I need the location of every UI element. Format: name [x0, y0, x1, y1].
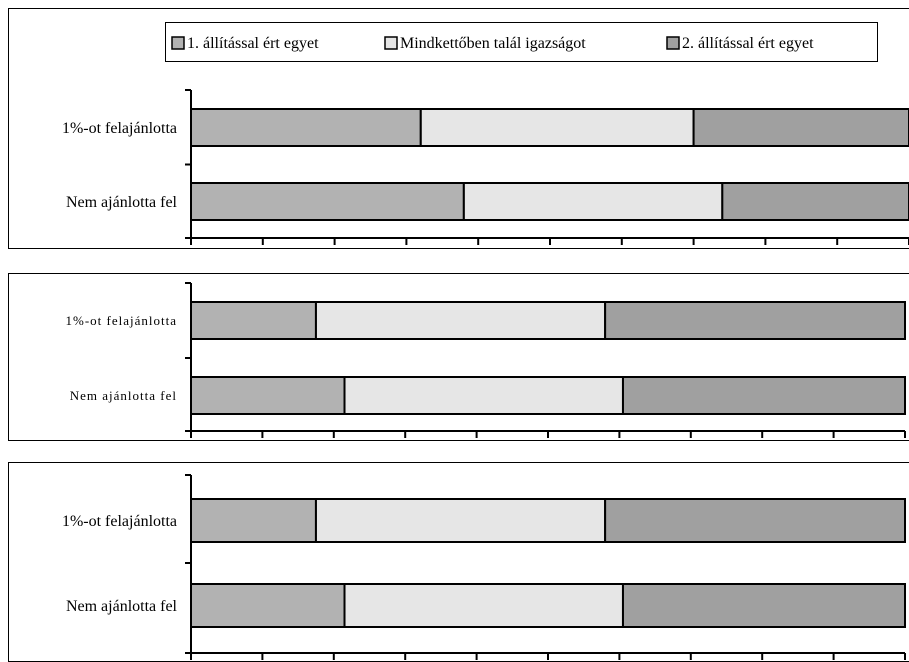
category-label: Nem ajánlotta fel [66, 598, 178, 615]
category-label: 1%-ot felajánlotta [62, 513, 177, 530]
bar-segment-series-2 [343, 376, 624, 415]
category-label: 1%-ot felajánlotta [62, 120, 177, 137]
bar-segment-series-3 [621, 583, 906, 628]
legend-label-series-3: 2. állítással ért egyet [682, 35, 814, 52]
bar-segment-series-1 [190, 498, 317, 543]
bar-segment-series-2 [343, 583, 624, 628]
category-label: Nem ajánlotta fel [70, 388, 177, 403]
bar-segment-series-3 [721, 182, 909, 221]
legend-swatch-series-3 [666, 36, 680, 50]
bar-segment-series-3 [604, 301, 906, 340]
category-label: Nem ajánlotta fel [66, 194, 178, 211]
bar-segment-series-1 [190, 376, 346, 415]
bar-segment-series-2 [419, 108, 695, 147]
category-label: 1%-ot felajánlotta [66, 313, 178, 328]
bar-segment-series-3 [604, 498, 906, 543]
bar-segment-series-3 [692, 108, 909, 147]
bar-segment-series-2 [314, 301, 607, 340]
bar-segment-series-2 [462, 182, 724, 221]
chart-2: 1%-ot felajánlotta Nem ajánlotta fel [66, 282, 906, 438]
legend-box [165, 22, 878, 62]
bar-segment-series-3 [621, 376, 906, 415]
bar-segment-series-2 [314, 498, 607, 543]
chart-1: 1%-ot felajánlotta Nem ajánlotta fel [62, 89, 909, 245]
chart-panel-3 [8, 462, 909, 662]
legend-label-series-2: Mindkettőben talál igazságot [400, 35, 586, 52]
bar-segment-series-1 [190, 301, 317, 340]
chart-3: 1%-ot felajánlotta Nem ajánlotta fel [62, 474, 906, 660]
bar-segment-series-1 [190, 108, 422, 147]
bar-segment-series-1 [190, 583, 346, 628]
legend-label-series-1: 1. állítással ért egyet [187, 35, 319, 52]
bar-segment-series-1 [190, 182, 465, 221]
legend-swatch-series-1 [171, 36, 185, 50]
legend: 1. állítással ért egyet Mindkettőben tal… [171, 35, 814, 52]
legend-swatch-series-2 [384, 36, 398, 50]
